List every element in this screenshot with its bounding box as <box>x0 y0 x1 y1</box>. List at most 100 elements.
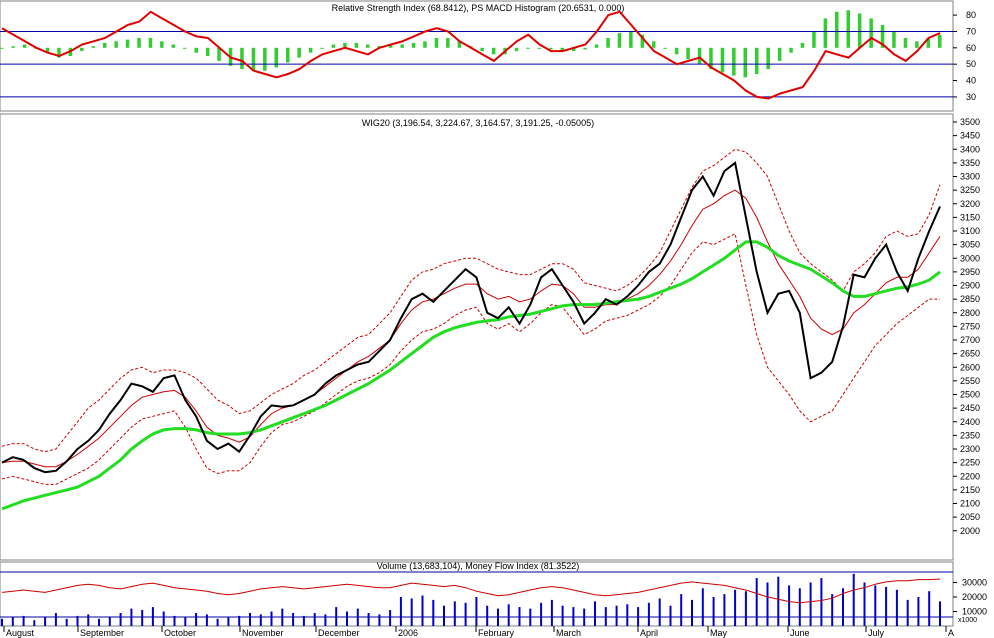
macd-histogram-bar <box>331 44 336 48</box>
macd-histogram-bar <box>263 47 267 71</box>
macd-histogram-bar <box>594 44 599 48</box>
macd-histogram-bar <box>388 44 393 48</box>
macd-histogram-bar <box>400 44 404 48</box>
volume-bar <box>507 604 510 627</box>
price-layer: 2000 2050 2100 2150 2200 2250 2300 2350 2400 2450… <box>1 117 980 536</box>
macd-histogram-bar <box>903 38 908 48</box>
price-tick-label: 2250 <box>960 458 980 468</box>
volume-bar <box>389 610 392 626</box>
macd-histogram-bar <box>80 47 84 52</box>
macd-histogram-bar <box>617 33 622 48</box>
macd-histogram-bar <box>217 47 221 61</box>
macd-histogram-bar <box>240 47 244 70</box>
volume-bar <box>378 614 381 626</box>
volume-bar <box>259 614 262 626</box>
volume-bar <box>842 588 844 626</box>
macd-histogram-bar <box>103 42 107 48</box>
x-tick-label: October <box>164 628 196 638</box>
price-tick-label: 3000 <box>960 253 980 263</box>
long-moving-average-line <box>1 240 941 511</box>
price-tick-label: 2800 <box>960 308 980 318</box>
rsi-tick-label: 70 <box>966 26 976 36</box>
price-tick-label: 2550 <box>960 376 980 386</box>
volume-bar <box>184 617 187 626</box>
rsi-line <box>1 10 941 100</box>
macd-histogram-bar <box>629 31 633 48</box>
macd-histogram-bar <box>194 47 198 53</box>
volume-bar <box>540 602 543 626</box>
macd-histogram-bar <box>880 24 885 48</box>
volume-bar <box>11 617 14 626</box>
macd-histogram-bar <box>674 47 679 55</box>
volume-bar <box>734 589 737 627</box>
money-flow-index-line <box>1 578 941 604</box>
macd-histogram-bar <box>709 47 713 70</box>
volume-bar <box>162 611 165 626</box>
price-tick-label: 2700 <box>960 335 980 345</box>
volume-bar <box>1 618 3 627</box>
x-tick-label: November <box>242 628 284 638</box>
price-tick-label: 3450 <box>960 131 980 141</box>
macd-histogram-bar <box>491 47 496 55</box>
macd-histogram-bar <box>171 44 176 48</box>
price-tick-label: 2150 <box>960 485 980 495</box>
macd-histogram-bar <box>205 47 210 56</box>
volume-bar <box>788 585 791 626</box>
macd-histogram-bar <box>434 38 439 48</box>
volume-bar <box>410 598 413 626</box>
macd-histogram-bar <box>583 47 587 50</box>
price-tick-label: 2100 <box>960 499 980 509</box>
macd-histogram-bar <box>57 47 61 58</box>
price-tick-label: 3350 <box>960 158 980 168</box>
volume-bar <box>486 605 489 626</box>
volume-bar <box>658 598 661 626</box>
macd-histogram-bar <box>526 47 530 49</box>
volume-bar <box>863 582 866 626</box>
price-tick-label: 2900 <box>960 281 980 291</box>
volume-bar <box>475 597 478 626</box>
volume-bar <box>141 610 144 626</box>
macd-histogram-bar <box>640 34 645 48</box>
price-tick-label: 3400 <box>960 144 980 154</box>
volume-bar <box>54 613 57 626</box>
volume-bar <box>216 618 219 627</box>
macd-histogram-bar <box>480 47 484 52</box>
volume-bar <box>744 591 747 626</box>
macd-histogram-bar <box>755 47 759 74</box>
volume-bar <box>928 591 931 626</box>
macd-histogram-bar <box>697 47 702 65</box>
macd-histogram-bar <box>549 47 553 50</box>
volume-layer: 10000 20000 30000 <box>0 571 987 627</box>
macd-histogram-bar <box>800 42 805 48</box>
macd-histogram-bar <box>766 47 770 70</box>
volume-bar <box>249 613 251 626</box>
volume-bar <box>777 576 780 626</box>
macd-histogram-bar <box>915 41 919 48</box>
volume-bar <box>798 588 801 626</box>
rsi-panel <box>0 0 954 112</box>
x-tick-label: May <box>710 628 728 638</box>
volume-bar <box>270 611 273 626</box>
x-tick-label: March <box>556 628 581 638</box>
volume-bar <box>453 601 456 626</box>
macd-histogram-bar <box>537 47 542 49</box>
volume-bar <box>669 605 672 626</box>
volume-bar <box>238 615 241 626</box>
volume-bar <box>108 617 111 626</box>
volume-bar <box>443 605 445 626</box>
price-tick-label: 2950 <box>960 267 980 277</box>
macd-histogram-bar <box>91 46 95 48</box>
macd-histogram-bar <box>846 10 850 48</box>
macd-histogram-bar <box>686 47 690 60</box>
macd-histogram-bar <box>45 47 50 53</box>
macd-histogram-bar <box>137 38 141 48</box>
bollinger-upper-line <box>1 148 941 453</box>
price-tick-label: 2650 <box>960 349 980 359</box>
volume-bar <box>701 588 704 626</box>
volume-bar <box>561 605 564 626</box>
volume-bar <box>615 605 618 626</box>
rsi-tick-label: 80 <box>966 10 976 20</box>
macd-histogram-bar <box>823 18 828 48</box>
x-axis: August September October November December 20… <box>3 626 954 638</box>
volume-bar <box>939 601 941 626</box>
